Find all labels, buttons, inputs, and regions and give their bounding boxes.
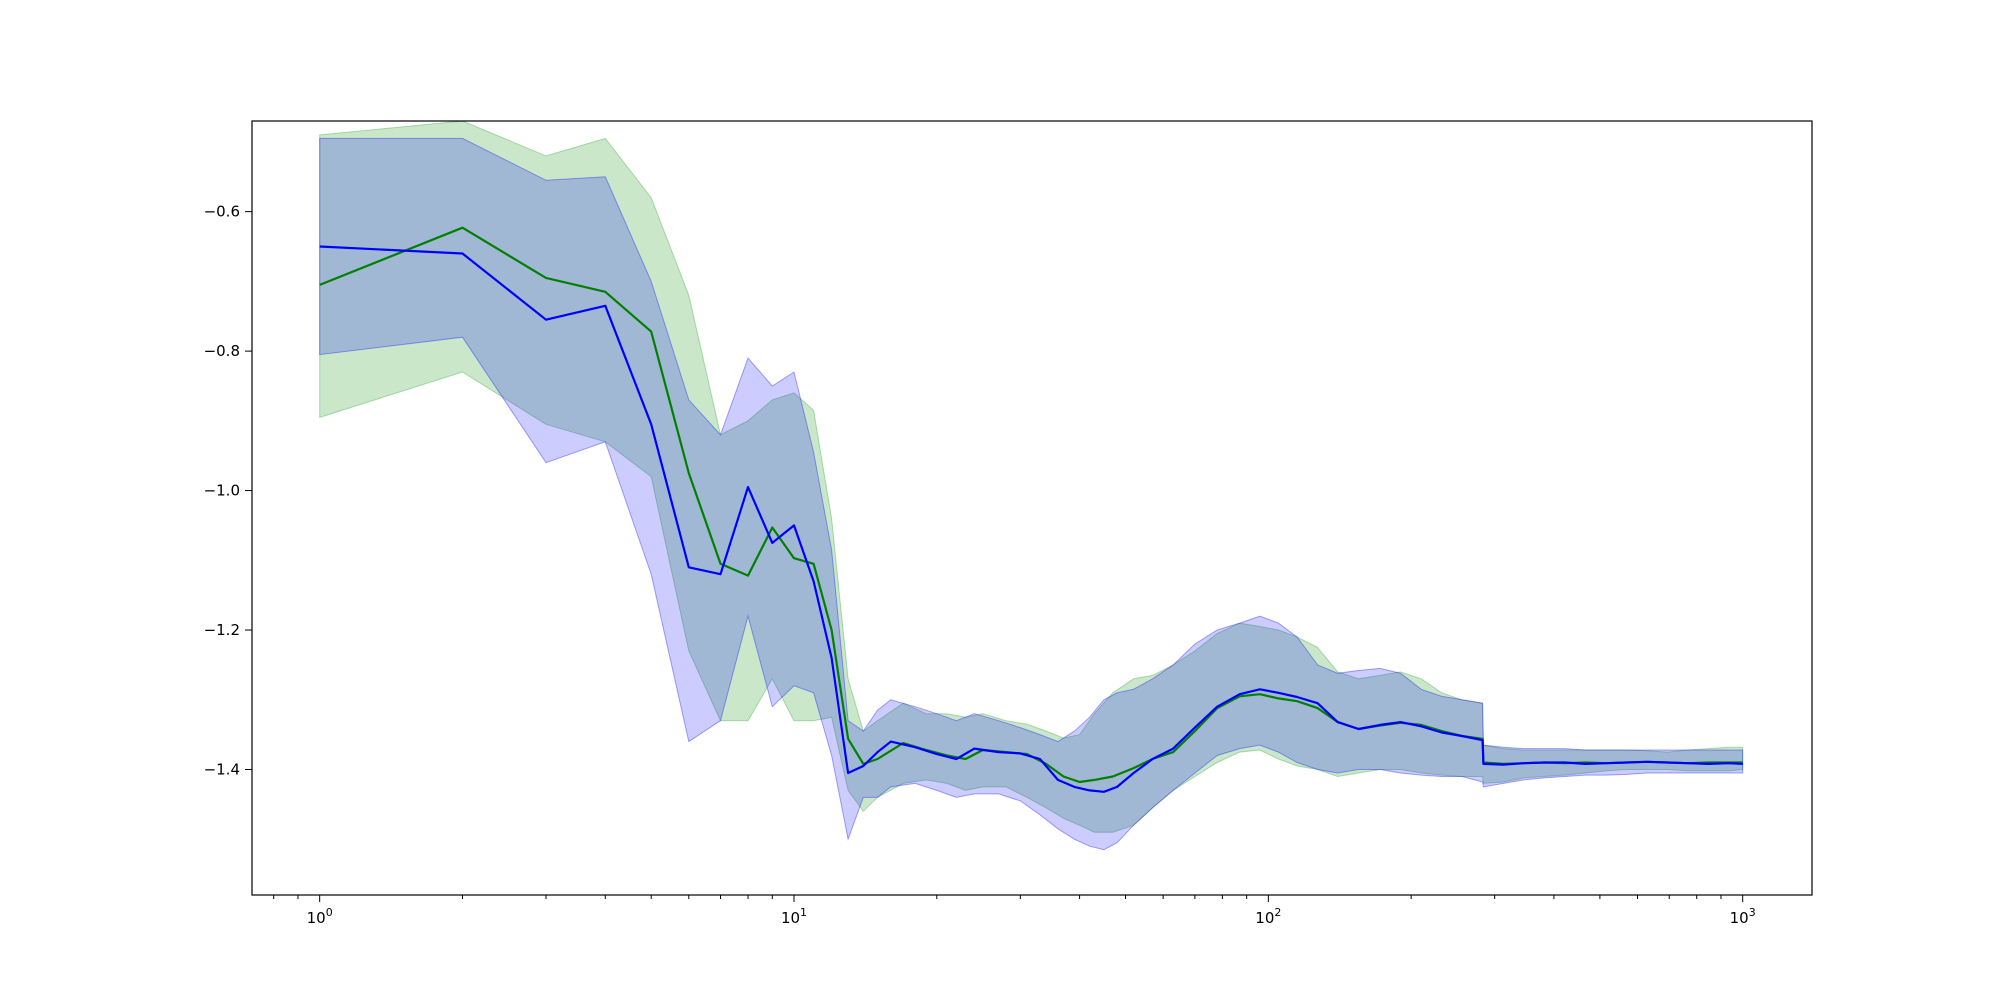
x-axis: 100 101 102 103 [273, 895, 1756, 927]
series-2-band [319, 137, 1744, 851]
series-lines [319, 226, 1743, 793]
x-tick-label: 102 [1255, 906, 1281, 927]
x-tick-label: 103 [1730, 906, 1756, 927]
plot-area: 100 101 102 103 −0.6 −0.8 −1.0 −1.2 −1.4 [204, 120, 1813, 927]
x-tick-label: 101 [781, 906, 807, 927]
axes-frame [251, 120, 1813, 896]
series-2-line [319, 245, 1743, 793]
y-tick-label: −0.6 [204, 203, 240, 221]
y-tick-label: −0.8 [204, 342, 240, 360]
y-tick-label: −1.0 [204, 482, 240, 500]
y-axis: −0.6 −0.8 −1.0 −1.2 −1.4 [204, 203, 252, 778]
series-1-band [319, 121, 1744, 833]
x-tick-label: 100 [307, 906, 333, 927]
y-tick-label: −1.4 [204, 760, 240, 778]
y-tick-label: −1.2 [204, 621, 240, 639]
confidence-bands [319, 121, 1744, 851]
